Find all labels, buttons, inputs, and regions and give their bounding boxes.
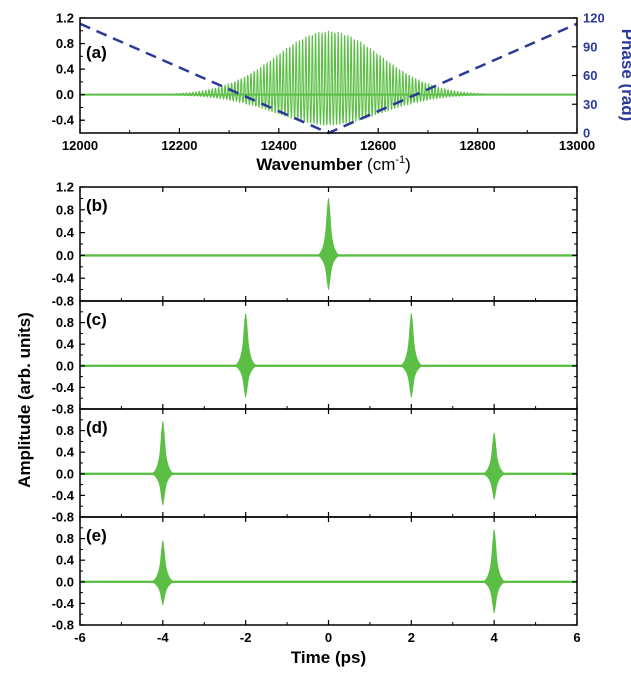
- panels-time-domain: 1.2 0.8 0.4 0.0 -0.4 -0.8 (b) 0.8 0.4 0.0 -0.4 -0.8…: [52, 180, 581, 668]
- pulse-positive-lobe: [482, 529, 506, 583]
- pulse-positive-lobe: [317, 198, 340, 256]
- x-tick-label: 13000: [559, 138, 595, 153]
- x-tick-label: 12200: [161, 138, 197, 153]
- y-tick-label: 0.0: [56, 574, 74, 589]
- shared-y-axis-title: Amplitude (arb. units): [15, 312, 34, 488]
- pulse-positive-lobe: [482, 432, 506, 475]
- panel-label-a: (a): [86, 43, 107, 62]
- pulse-positive-lobe: [400, 313, 423, 367]
- y-tick-label: 0.8: [56, 36, 74, 51]
- x-tick-label: -2: [240, 630, 252, 645]
- y-tick-label: -0.8: [52, 618, 74, 633]
- pulse-negative-lobe: [234, 365, 257, 398]
- y-tick-label: 0.0: [56, 87, 74, 102]
- x-tick-label: 12400: [261, 138, 297, 153]
- y-tick-label: 0.4: [56, 445, 75, 460]
- y-tick-label: 0.8: [56, 202, 74, 217]
- panel-label: (c): [86, 310, 107, 329]
- y-tick-label: -0.4: [52, 488, 75, 503]
- y-tick-label: 0.4: [56, 225, 75, 240]
- panel-frame: [79, 300, 578, 410]
- x-tick-label: 12800: [460, 138, 496, 153]
- y-tick-label: -0.8: [52, 402, 74, 417]
- panel-frame: [79, 516, 578, 626]
- y-tick-label: 0.4: [56, 553, 75, 568]
- y-tick-label: -0.4: [52, 271, 75, 286]
- y-tick-label: 0.4: [56, 62, 75, 77]
- pulse-positive-lobe: [234, 313, 257, 367]
- panel-b: 1.2 0.8 0.4 0.0 -0.4 -0.8 (b): [52, 180, 578, 309]
- x-tick-label: -6: [74, 630, 86, 645]
- panel-label: (e): [86, 526, 107, 545]
- x-tick-label: 6: [573, 630, 580, 645]
- y2-tick-label: 120: [583, 11, 605, 26]
- panel-e: 0.8 0.4 0.0 -0.4 -0.8 (e) -6 -4 -2 0 2 4 6 Time (ps): [52, 516, 581, 667]
- x-tick-label: -4: [157, 630, 169, 645]
- x-tick-label: 0: [325, 630, 332, 645]
- y-tick-label: 0.8: [56, 315, 74, 330]
- pulse-positive-lobe: [151, 540, 175, 583]
- y-tick-label: -0.8: [52, 294, 74, 309]
- y-tick-label: -0.4: [52, 596, 75, 611]
- pulse-negative-lobe: [151, 581, 175, 606]
- y-tick-label: 1.2: [56, 11, 74, 26]
- y-tick-label: 0.4: [56, 337, 75, 352]
- x-tick-label: 2: [408, 630, 415, 645]
- x-axis-title-a: Wavenumber (cm-1): [256, 154, 411, 174]
- y-tick-label: 0.8: [56, 531, 74, 546]
- spectrum-series: [80, 30, 577, 127]
- y2-axis-title: Phase (rad): [618, 29, 631, 122]
- panel-label: (b): [86, 196, 108, 215]
- pulse-positive-lobe: [151, 421, 175, 475]
- x-tick-label: 12000: [62, 138, 98, 153]
- panel-label: (d): [86, 418, 108, 437]
- pulse-negative-lobe: [317, 255, 340, 290]
- pulse-negative-lobe: [482, 581, 506, 614]
- panel-a-spectrum: 1.2 0.8 0.4 0.0 -0.4 120 90 60 30 0 12000 12200 1240…: [52, 11, 631, 175]
- pulse-negative-lobe: [400, 365, 423, 398]
- y2-tick-label: 30: [583, 97, 597, 112]
- y2-tick-label: 60: [583, 68, 597, 83]
- y-tick-label: -0.4: [52, 380, 75, 395]
- x-tick-label: 12600: [360, 138, 396, 153]
- y-tick-label: 0.8: [56, 423, 74, 438]
- y2-tick-label: 0: [583, 126, 590, 141]
- y2-tick-label: 90: [583, 39, 597, 54]
- pulse-negative-lobe: [151, 473, 175, 506]
- y-tick-label: 0.0: [56, 358, 74, 373]
- y-tick-label: 0.0: [56, 248, 74, 263]
- pulse-negative-lobe: [482, 473, 506, 500]
- x-axis-title-time: Time (ps): [291, 648, 366, 667]
- x-tick-label: 4: [491, 630, 499, 645]
- panel-d: 0.8 0.4 0.0 -0.4 -0.8 (d): [52, 408, 578, 525]
- y-tick-label: -0.4: [52, 113, 75, 128]
- panel-frame: [79, 408, 578, 518]
- y-tick-label: 1.2: [56, 180, 74, 195]
- y-tick-label: 0.0: [56, 466, 74, 481]
- panel-c: 0.8 0.4 0.0 -0.4 -0.8 (c): [52, 300, 578, 417]
- y-tick-label: -0.8: [52, 510, 74, 525]
